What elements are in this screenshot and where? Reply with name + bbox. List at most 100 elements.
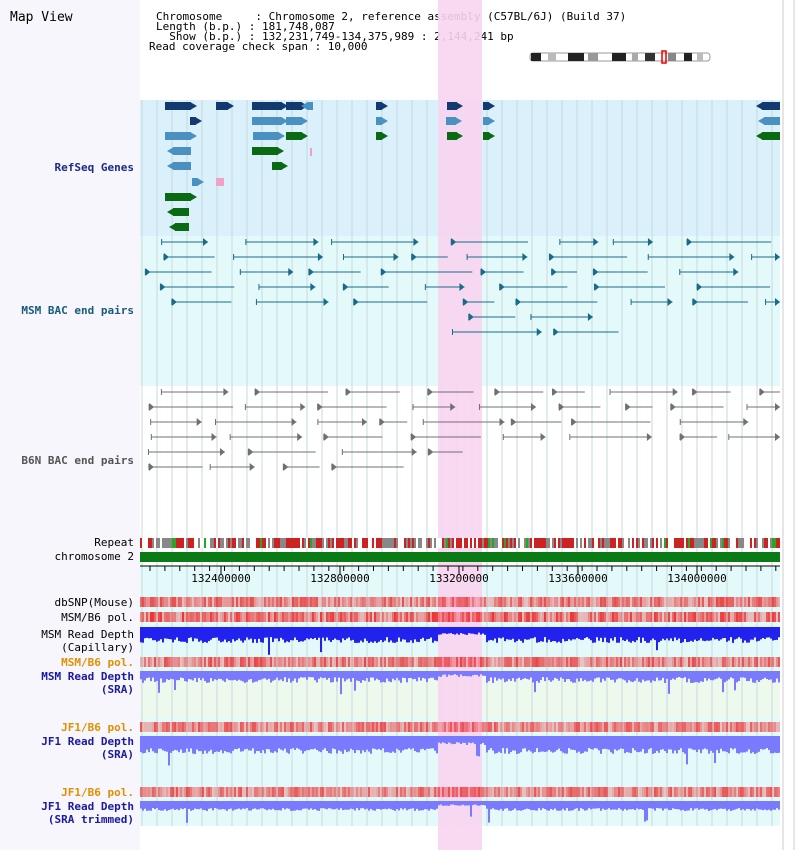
- dbsnp-heat: [208, 597, 210, 607]
- jf1-read-depth-bar: [424, 736, 426, 751]
- dbsnp-heat: [558, 597, 560, 607]
- jf1-read-depth-trim-bar: [476, 801, 478, 806]
- msm-read-depth-sra-bar: [596, 671, 598, 678]
- msm-b6-pol-sra-heat: [342, 657, 344, 667]
- msm-b6-pol-heat: [480, 612, 482, 622]
- jf1-b6-pol-trim-heat: [764, 787, 766, 797]
- repeat-segment: [326, 538, 328, 548]
- repeat-segment: [418, 538, 420, 548]
- track-label-msm-b6-pol[interactable]: MSM/B6 pol.: [61, 611, 134, 624]
- repeat-segment: [642, 538, 644, 548]
- repeat-segment: [512, 538, 514, 548]
- jf1-read-depth-bar: [286, 736, 288, 753]
- dbsnp-heat: [428, 597, 430, 607]
- track-label-msm-b6-pol-sra[interactable]: MSM/B6 pol.: [61, 656, 134, 669]
- msm-b6-pol-sra-heat: [230, 657, 232, 667]
- b6n-bac-pair: [646, 433, 652, 441]
- jf1-b6-pol-heat: [430, 722, 432, 732]
- jf1-read-depth-bar: [396, 736, 398, 749]
- msm-read-depth-capillary-bar: [140, 627, 142, 643]
- jf1-b6-pol-heat: [544, 722, 546, 732]
- jf1-read-depth-bar: [456, 736, 458, 743]
- msm-read-depth-sra-bar: [166, 671, 168, 680]
- jf1-b6-pol-trim-heat: [668, 787, 670, 797]
- repeat-segment: [274, 538, 276, 548]
- repeat-segment: [554, 538, 556, 548]
- msm-b6-pol-heat: [436, 612, 438, 622]
- repeat-segment: [324, 538, 326, 548]
- jf1-read-depth-bar: [666, 736, 668, 754]
- jf1-b6-pol-trim-heat: [682, 787, 684, 797]
- dbsnp-heat: [684, 597, 686, 607]
- track-label-chromosome[interactable]: chromosome 2: [54, 550, 134, 563]
- msm-read-depth-sra-bar: [382, 671, 384, 682]
- msm-b6-pol-heat: [778, 612, 780, 622]
- track-label-jf1-b6-pol[interactable]: JF1/B6 pol.: [61, 721, 134, 734]
- jf1-read-depth-bar: [244, 736, 246, 750]
- jf1-read-depth-trim-bar: [478, 801, 480, 806]
- msm-b6-pol-heat: [562, 612, 564, 622]
- jf1-read-depth-trim-bar: [446, 801, 448, 806]
- repeat-segment: [226, 538, 228, 548]
- gene-arrow: [302, 117, 308, 125]
- track-label-msm-bac-end-pairs[interactable]: MSM BAC end pairs: [21, 304, 134, 317]
- jf1-b6-pol-heat: [220, 722, 222, 732]
- jf1-b6-pol-trim-heat: [618, 787, 620, 797]
- track-label-refseq-genes[interactable]: RefSeq Genes: [54, 161, 134, 174]
- jf1-b6-pol-trim-heat: [670, 787, 672, 797]
- track-label-repeat[interactable]: Repeat: [94, 536, 134, 549]
- msm-read-depth-capillary-bar: [680, 627, 682, 643]
- dbsnp-heat: [668, 597, 670, 607]
- msm-b6-pol-heat: [272, 612, 274, 622]
- repeat-segment: [350, 538, 352, 548]
- msm-b6-pol-sra-heat: [184, 657, 186, 667]
- track-label-jf1-b6-pol-trimmed[interactable]: JF1/B6 pol.: [61, 786, 134, 799]
- gene-arrow: [457, 102, 463, 110]
- jf1-b6-pol-trim-heat: [156, 787, 158, 797]
- track-label-jf1-read-depth-trimmed[interactable]: JF1 Read Depth: [41, 800, 134, 813]
- repeat-segment: [312, 538, 314, 548]
- jf1-read-depth-trim-bar: [182, 801, 184, 810]
- jf1-read-depth-bar: [326, 736, 328, 752]
- repeat-segment: [172, 538, 174, 548]
- msm-b6-pol-sra-heat: [406, 657, 408, 667]
- msm-read-depth-capillary-bar: [228, 627, 230, 642]
- msm-b6-pol-sra-heat: [268, 657, 270, 667]
- msm-b6-pol-heat: [398, 612, 400, 622]
- repeat-segment: [288, 538, 290, 548]
- jf1-b6-pol-heat: [182, 722, 184, 732]
- jf1-read-depth-bar: [220, 736, 222, 751]
- msm-read-depth-capillary-bar: [532, 627, 534, 639]
- track-label-b6n-bac-end-pairs[interactable]: B6N BAC end pairs: [21, 454, 134, 467]
- track-label-msm-read-depth-sra[interactable]: MSM Read Depth: [41, 670, 134, 683]
- dbsnp-heat: [426, 597, 428, 607]
- msm-b6-pol-sra-heat: [608, 657, 610, 667]
- dbsnp-heat: [652, 597, 654, 607]
- jf1-b6-pol-trim-heat: [140, 787, 142, 797]
- track-label-jf1-read-depth-sra[interactable]: JF1 Read Depth: [41, 735, 134, 748]
- jf1-read-depth-trim-bar: [594, 801, 596, 809]
- repeat-segment: [194, 538, 196, 548]
- dbsnp-heat: [422, 597, 424, 607]
- msm-read-depth-capillary-bar: [316, 627, 318, 640]
- msm-read-depth-sra-bar: [538, 671, 540, 683]
- jf1-read-depth-trim-bar: [154, 801, 156, 810]
- msm-read-depth-sra-bar: [630, 671, 632, 682]
- msm-read-depth-capillary-bar: [186, 627, 188, 643]
- jf1-read-depth-bar: [602, 736, 604, 750]
- msm-read-depth-sra-bar: [350, 671, 352, 682]
- jf1-read-depth-trim-bar: [612, 801, 614, 810]
- msm-b6-pol-sra-heat: [730, 657, 732, 667]
- jf1-b6-pol-trim-heat: [324, 787, 326, 797]
- track-label-dbsnp[interactable]: dbSNP(Mouse): [54, 596, 134, 609]
- msm-read-depth-sra-bar: [390, 671, 392, 683]
- msm-read-depth-sra-bar: [296, 671, 298, 683]
- msm-b6-pol-heat: [216, 612, 218, 622]
- msm-read-depth-sra-bar: [414, 671, 416, 679]
- jf1-b6-pol-heat: [184, 722, 186, 732]
- repeat-segment: [442, 538, 444, 548]
- msm-read-depth-capillary-bar: [750, 627, 752, 640]
- b6n-bac-pair: [297, 433, 303, 441]
- track-label-msm-read-depth-capillary[interactable]: MSM Read Depth: [41, 628, 134, 641]
